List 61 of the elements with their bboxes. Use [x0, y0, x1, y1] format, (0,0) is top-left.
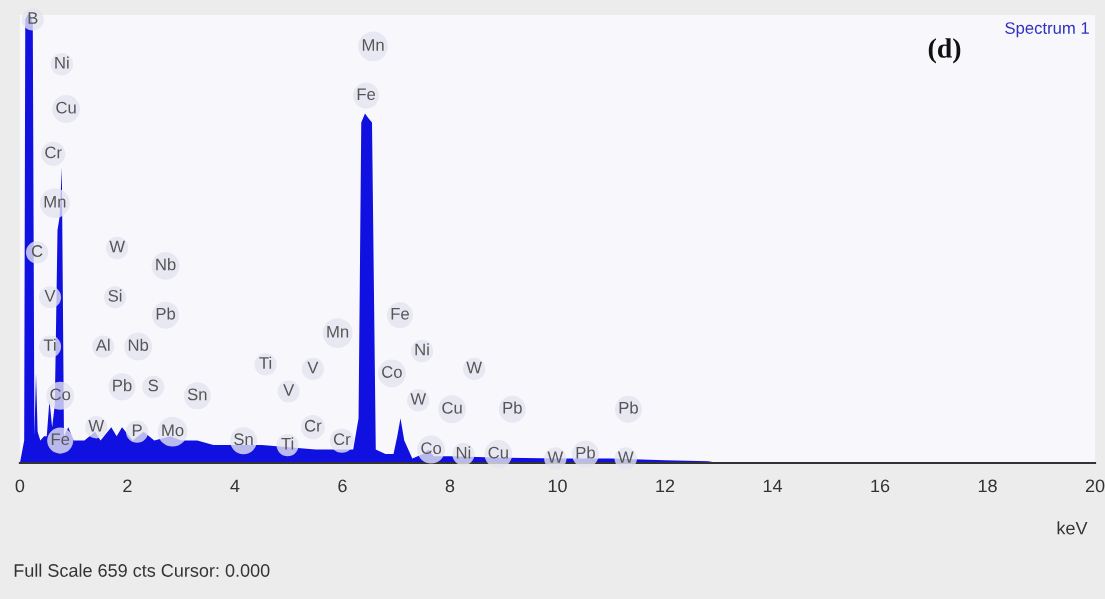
annotation: S [148, 379, 158, 392]
x-tick-label: 18 [978, 479, 997, 493]
x-tick-label: 12 [656, 479, 675, 493]
annotation: V [307, 361, 319, 374]
annotation: W [410, 393, 427, 405]
annotation: Ti [281, 437, 294, 450]
x-tick-label: 10 [548, 479, 567, 493]
annotation: Fe [391, 308, 409, 320]
annotation: Spectrum 1 [1005, 22, 1089, 38]
x-tick-label: 4 [230, 479, 240, 493]
annotation: W [466, 361, 482, 374]
annotation: B [28, 12, 38, 24]
x-tick-label: 16 [871, 479, 890, 493]
annotation: P [132, 424, 142, 436]
x-tick-label: 8 [445, 479, 455, 493]
annotation: Ni [55, 56, 69, 69]
annotation: Sn [187, 388, 207, 401]
annotation: Cu [442, 401, 462, 414]
annotation: Fe [357, 88, 376, 101]
annotation: Pb [113, 379, 132, 392]
annotation: W [547, 451, 564, 463]
annotation: (d) [928, 38, 961, 64]
annotation: Cr [333, 433, 351, 446]
annotation: Pb [576, 446, 595, 459]
annotation: Pb [503, 401, 522, 414]
annotation: W [617, 451, 634, 463]
annotation: W [109, 240, 125, 253]
annotation: Co [50, 388, 71, 401]
annotation: Mn [362, 39, 384, 51]
annotation: Cu [56, 101, 76, 114]
annotation: Mn [44, 196, 66, 208]
x-tick-label: 6 [338, 479, 347, 493]
text: Full Scale 659 cts Cursor: 0.000 [14, 563, 270, 577]
x-tick-label: 20 [1085, 479, 1105, 493]
annotation: Al [95, 338, 110, 351]
annotation: Cr [45, 146, 62, 159]
annotation: Co [382, 366, 402, 378]
annotation: C [31, 245, 43, 257]
x-tick-label: 14 [763, 479, 783, 493]
annotation: Fe [51, 433, 70, 446]
annotation: Cu [488, 446, 508, 459]
annotation: Cr [304, 419, 322, 432]
annotation: Pb [619, 401, 638, 414]
annotation: Sn [234, 433, 253, 446]
annotation: Ti [43, 338, 56, 351]
annotation: Co [421, 442, 442, 455]
annotation: Mn [327, 325, 349, 338]
annotation: V [44, 290, 56, 302]
x-tick-label: 2 [123, 479, 132, 493]
annotation: Nb [156, 258, 176, 271]
annotation: W [88, 420, 105, 432]
annotation: Si [108, 289, 122, 302]
annotation: Mo [162, 424, 184, 437]
annotation: Ni [415, 343, 429, 356]
annotation: Pb [156, 307, 176, 320]
x-axis-title: keV [1057, 521, 1088, 535]
x-tick-label: 0 [15, 479, 25, 493]
annotation: Nb [128, 338, 149, 352]
annotation: Ni [456, 446, 471, 459]
annotation: V [283, 384, 295, 396]
annotation: Ti [259, 356, 272, 369]
